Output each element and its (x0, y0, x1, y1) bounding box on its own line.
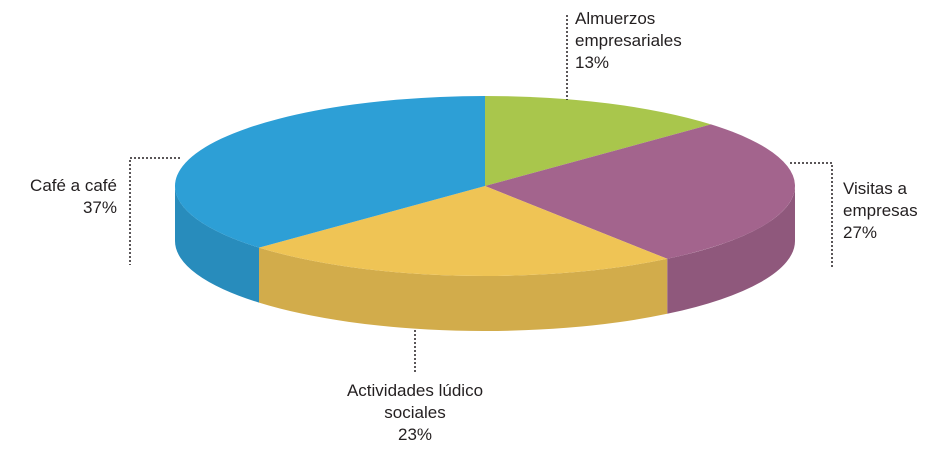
leader-line (790, 162, 833, 268)
slice-label: Café a café 37% (0, 175, 117, 219)
pie-side (174, 186, 260, 303)
label-percent: 23% (397, 425, 433, 444)
pie-slice (485, 96, 711, 186)
slice-label: Visitas a empresas 27% (843, 178, 938, 244)
label-name: Almuerzos empresariales (575, 9, 682, 50)
slice-label: Almuerzos empresariales 13% (575, 8, 720, 74)
pie-slice (485, 124, 795, 259)
pie-side (667, 186, 795, 314)
leader-line (129, 157, 180, 265)
label-percent: 27% (843, 223, 878, 242)
label-percent: 13% (575, 53, 610, 72)
pie-side (259, 247, 668, 331)
slice-label: Actividades lúdico sociales 23% (325, 380, 505, 446)
label-name: Actividades lúdico sociales (346, 381, 484, 422)
label-name: Visitas a empresas (843, 179, 918, 220)
label-name: Café a café (30, 176, 117, 195)
pie-slice (259, 186, 668, 276)
pie-slice (174, 96, 485, 248)
label-percent: 37% (82, 198, 117, 217)
